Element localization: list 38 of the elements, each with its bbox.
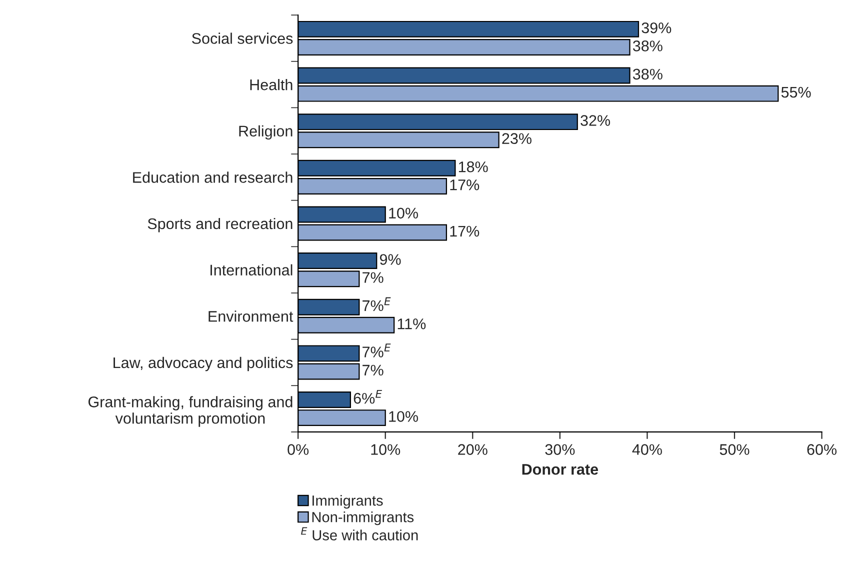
y-tick-label: Environment [208,310,294,322]
x-tick-label: 10% [371,444,400,455]
data-label: 39% [642,22,672,34]
data-label: 17% [450,226,480,237]
x-tick-label: 60% [807,444,837,455]
y-tick-label: Religion [239,125,292,140]
legend-label: Immigrants [312,495,383,509]
y-tick-label: Law, advocacy and politics [114,356,293,372]
y-tick-label: Education and research [133,172,292,183]
data-label: 6%$^{E}$ [354,390,382,404]
data-label: 11% [398,318,426,330]
y-tick-label: Health [250,79,292,90]
data-label: 38% [632,68,662,80]
x-axis-title: Donor rate [522,464,598,475]
x-tick-label: 30% [545,444,575,455]
y-tick-label: Grant-making, fundraising and voluntarism promotion [88,396,292,427]
data-label: 18% [458,161,488,172]
x-tick-label: 0% [288,444,309,455]
data-label: 7%$^{E}$ [362,297,391,312]
x-tick-label: 40% [632,444,662,455]
data-label: 17% [450,180,480,190]
data-label: 7%$^{E}$ [362,344,391,358]
data-label: 10% [389,208,418,219]
x-tick-label: 20% [458,444,488,455]
data-label: 55% [781,86,811,98]
legend-label: Non-immigrants [312,512,414,526]
y-tick-label: Sports and recreation [148,218,292,232]
text: $^{E}$ Use with caution [301,527,418,540]
y-tick-label: International [210,264,292,276]
data-label: 23% [502,133,532,144]
data-label: 10% [389,411,418,422]
data-label: 38% [632,40,662,52]
data-label: 7% [362,272,384,283]
x-tick-label: 50% [720,444,750,455]
data-label: 7% [362,364,384,376]
data-label: 9% [380,254,401,265]
data-label: 32% [580,115,610,126]
y-tick-label: Social services [192,32,293,44]
